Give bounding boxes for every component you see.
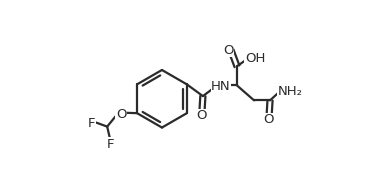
Text: O: O	[197, 109, 207, 122]
Text: OH: OH	[245, 52, 265, 65]
Text: O: O	[264, 113, 274, 126]
Text: F: F	[106, 138, 114, 151]
Text: F: F	[88, 117, 96, 130]
Text: NH₂: NH₂	[277, 85, 302, 98]
Text: O: O	[116, 108, 126, 121]
Text: O: O	[223, 43, 234, 57]
Text: HN: HN	[211, 81, 231, 93]
